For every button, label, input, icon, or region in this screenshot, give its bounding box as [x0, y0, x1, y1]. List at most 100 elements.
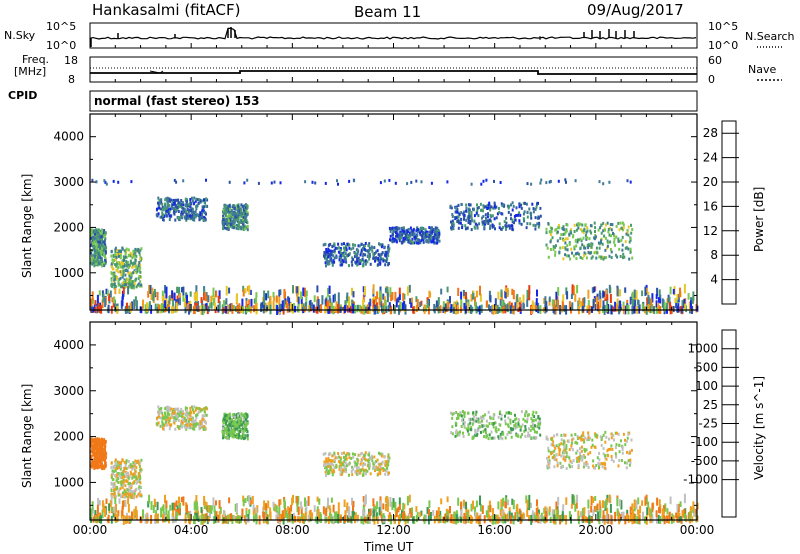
echo-cell [91, 254, 93, 258]
echo-cell [598, 451, 601, 455]
echo-cell [378, 305, 381, 313]
echo-cell [356, 257, 358, 261]
echo-cell [482, 179, 485, 183]
echo-cell [626, 436, 629, 440]
echo-cell [634, 299, 637, 307]
echo-cell [488, 422, 491, 425]
echo-cell [116, 275, 119, 279]
echo-cell [666, 298, 669, 305]
echo-cell [554, 458, 557, 461]
echo-cell [173, 210, 175, 214]
echo-cell [384, 472, 387, 476]
echo-cell [179, 205, 182, 209]
echo-cell [463, 421, 466, 425]
echo-cell [356, 463, 358, 467]
echo-cell [579, 237, 582, 241]
echo-cell [281, 300, 284, 310]
echo-cell [172, 300, 175, 307]
echo-cell [236, 211, 239, 215]
echo-cell [454, 210, 457, 214]
echo-cell [606, 449, 609, 453]
echo-cell [165, 206, 168, 210]
echo-cell [576, 457, 579, 461]
echo-cell [179, 201, 182, 205]
echo-cell [454, 434, 457, 438]
echo-cell [171, 202, 174, 206]
echo-cell [194, 199, 197, 203]
echo-cell [155, 213, 158, 217]
echo-cell [497, 207, 500, 210]
echo-cell [416, 299, 419, 308]
echo-cell [570, 433, 573, 437]
echo-cell [222, 215, 225, 218]
echo-cell [551, 451, 554, 455]
echo-cell [121, 495, 124, 499]
echo-cell [484, 205, 487, 209]
echo-cell [467, 423, 470, 427]
echo-cell [436, 230, 439, 234]
echo-cell [554, 250, 557, 254]
echo-cell [410, 232, 413, 236]
echo-cell [164, 212, 167, 216]
echo-cell [457, 226, 460, 230]
echo-cell [126, 264, 129, 268]
echo-cell [195, 213, 198, 217]
echo-cell [246, 430, 249, 434]
echo-cell [242, 211, 245, 215]
echo-cell [510, 302, 513, 308]
echo-cell [125, 479, 128, 483]
echo-cell [329, 242, 332, 246]
echo-cell [393, 237, 396, 241]
echo-cell [417, 238, 420, 242]
echo-cell [442, 301, 445, 311]
echo-cell [230, 418, 233, 422]
echo-cell [522, 201, 525, 205]
echo-cell [602, 229, 605, 233]
echo-cell [408, 236, 411, 240]
echo-cell [184, 406, 187, 410]
echo-cell [474, 222, 477, 226]
echo-cell [176, 206, 179, 210]
echo-cell [467, 207, 470, 211]
echo-cell [90, 298, 93, 307]
echo-cell [473, 419, 475, 423]
echo-cell [516, 301, 519, 308]
echo-cell [453, 412, 456, 415]
echo-cell [119, 476, 122, 480]
echo-cell [567, 439, 570, 443]
echo-cell [90, 440, 93, 443]
echo-cell [203, 289, 206, 296]
echo-cell [347, 305, 349, 313]
echo-cell [165, 209, 168, 213]
echo-cell [115, 475, 118, 479]
echo-cell [137, 474, 140, 478]
echo-cell [187, 413, 190, 417]
echo-cell [297, 296, 300, 306]
echo-cell [131, 490, 134, 494]
echo-cell [328, 285, 331, 294]
echo-cell [558, 224, 560, 227]
echo-cell [389, 229, 392, 233]
echo-cell [327, 255, 330, 259]
echo-cell [327, 287, 329, 297]
echo-cell [138, 251, 141, 255]
echo-cell [122, 268, 125, 272]
echo-cell [129, 279, 132, 283]
echo-cell [222, 436, 224, 440]
echo-cell [133, 475, 136, 479]
echo-cell [414, 235, 416, 239]
echo-cell [386, 286, 389, 293]
echo-cell [119, 465, 122, 469]
echo-cell [345, 248, 348, 252]
echo-cell [351, 473, 354, 477]
echo-cell [191, 207, 194, 211]
echo-cell [378, 463, 381, 467]
echo-cell [527, 431, 530, 435]
echo-cell [234, 218, 237, 222]
echo-cell [581, 229, 584, 233]
echo-cell [612, 231, 614, 235]
echo-cell [482, 416, 485, 420]
echo-cell [222, 419, 224, 423]
echo-cell [103, 233, 106, 237]
echo-cell [114, 263, 117, 267]
